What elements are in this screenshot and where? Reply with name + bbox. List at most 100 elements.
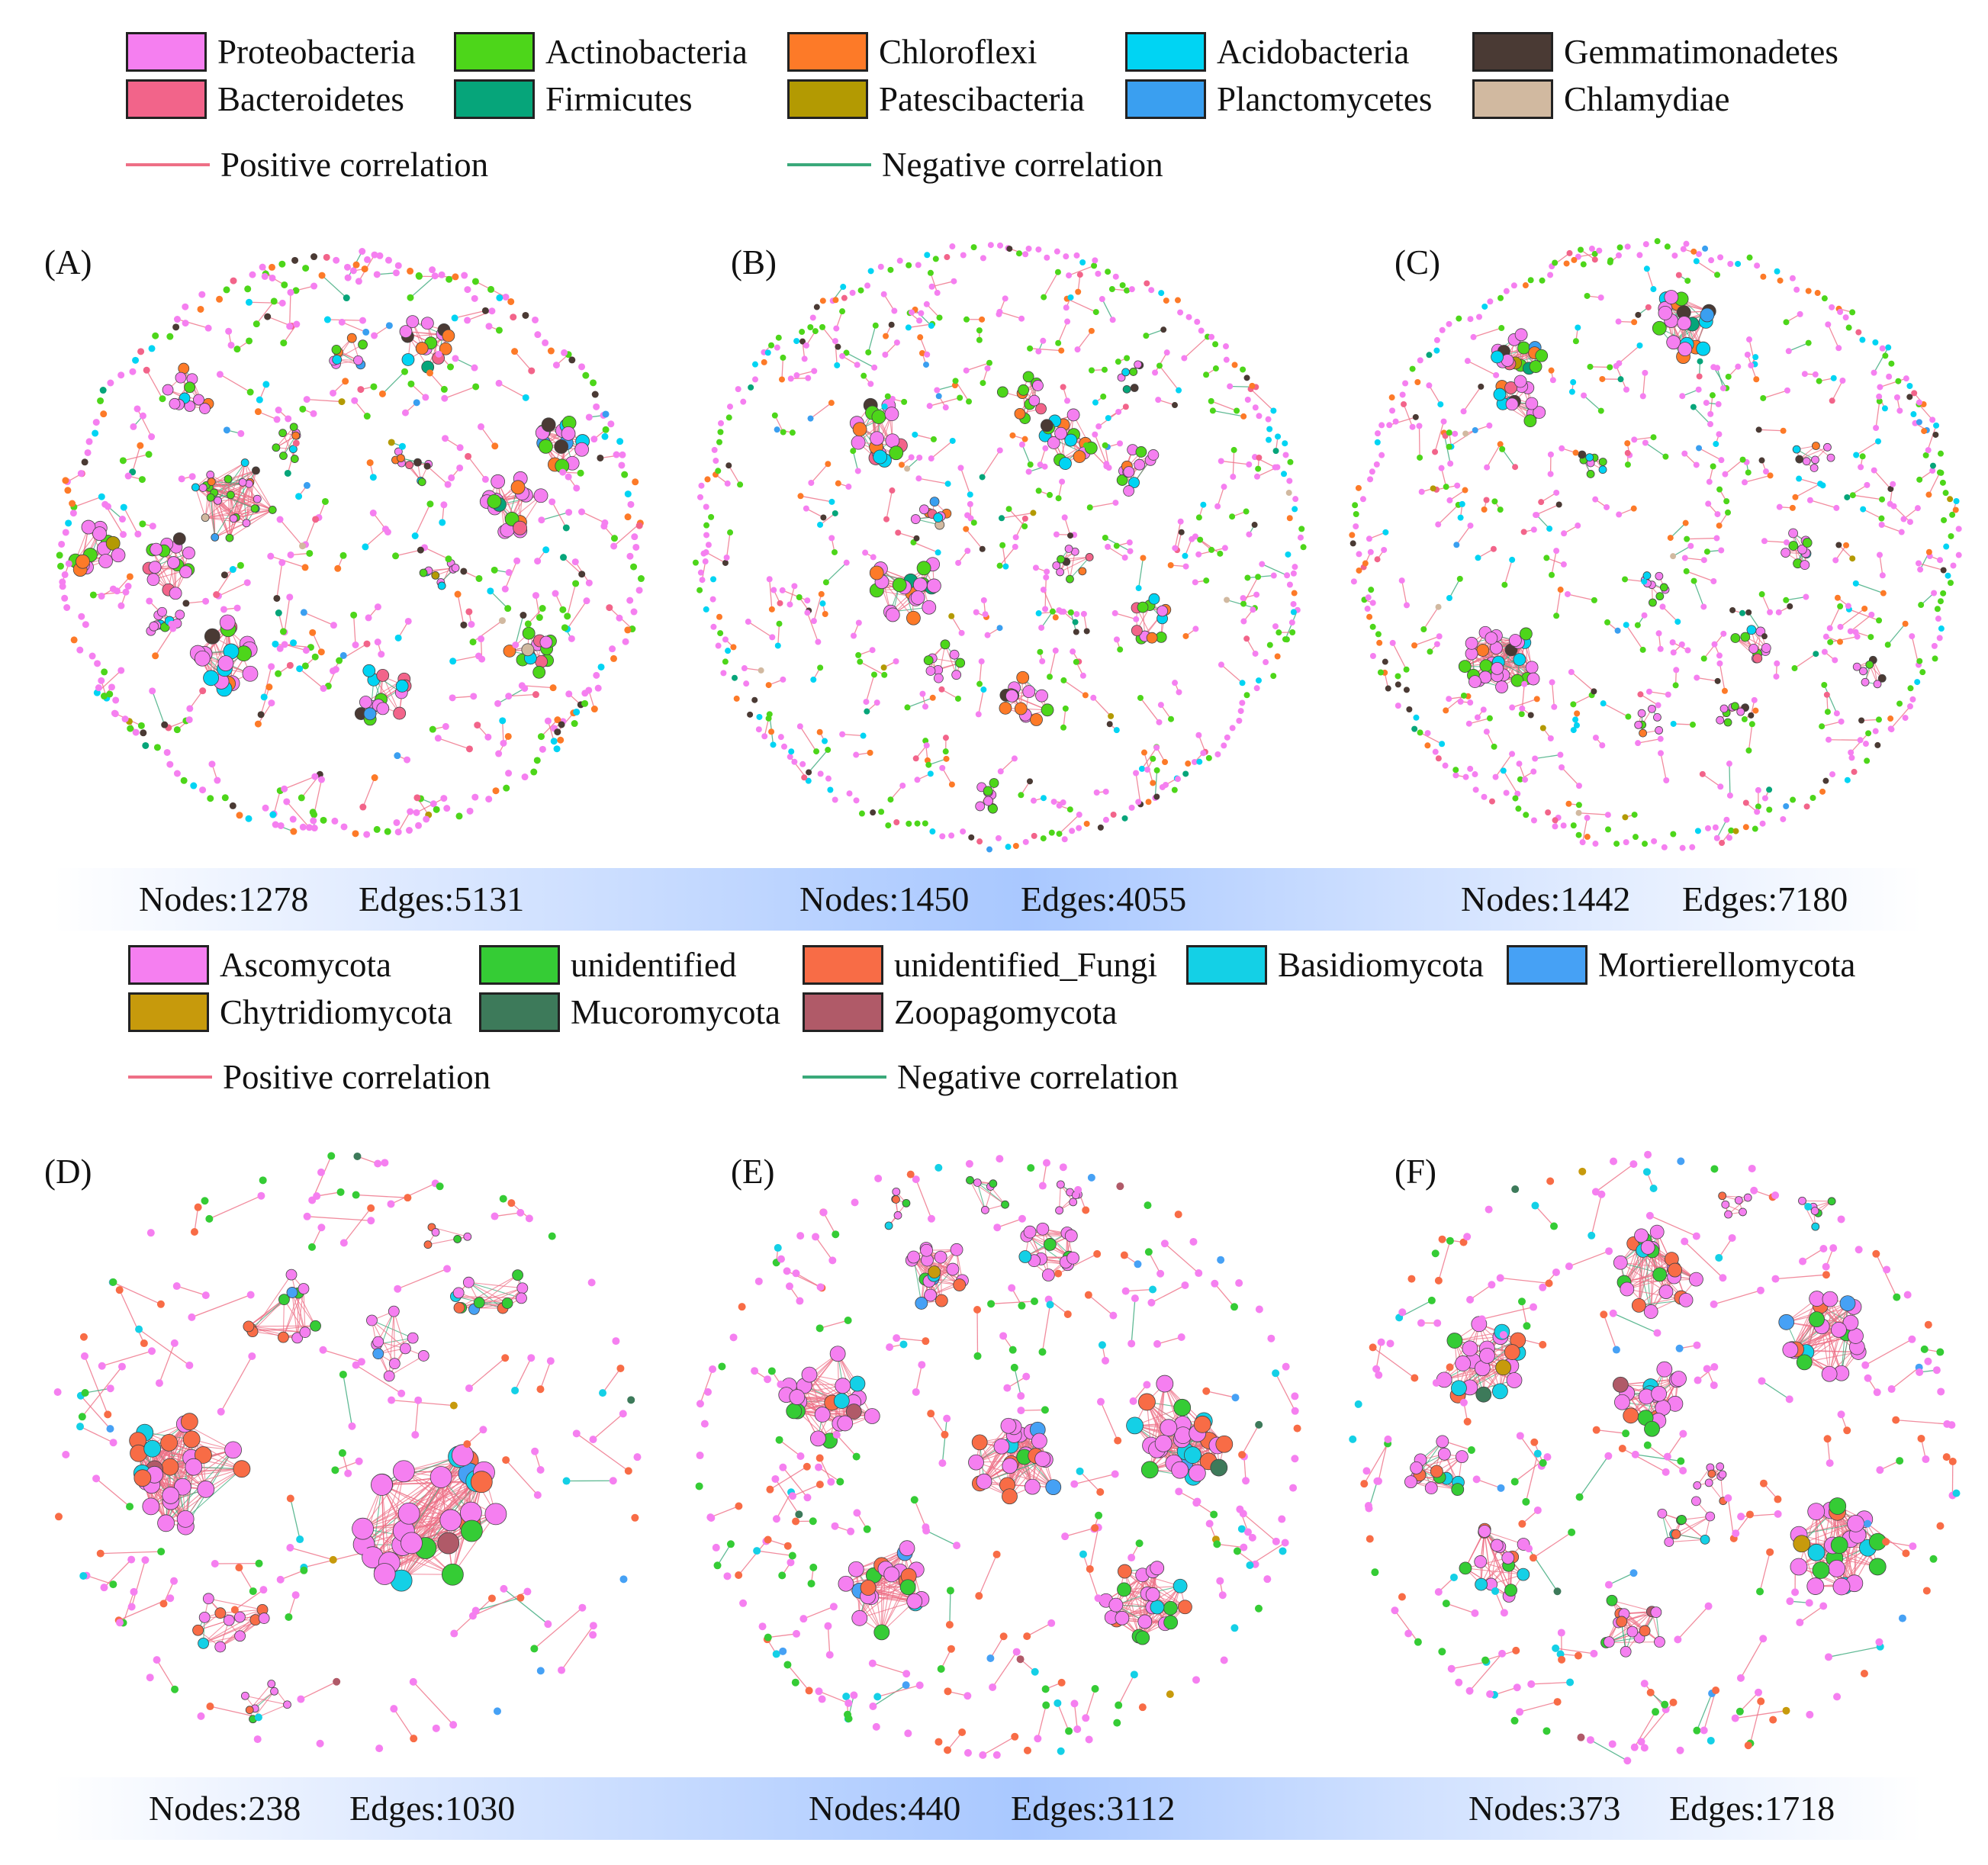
network-node — [537, 733, 545, 741]
network-node — [1145, 799, 1152, 805]
network-node — [1128, 286, 1135, 293]
network-node — [478, 635, 485, 643]
network-node — [832, 338, 838, 345]
network-node — [1714, 272, 1721, 278]
network-node — [854, 468, 861, 474]
network-node — [816, 728, 823, 735]
network-node — [716, 439, 722, 445]
network-node — [1352, 502, 1359, 509]
network-node — [1822, 777, 1829, 784]
correlation-edge — [1830, 635, 1858, 643]
network-node — [1290, 609, 1297, 616]
network-node — [912, 577, 928, 593]
network-node — [1252, 650, 1259, 657]
network-node — [374, 638, 381, 646]
correlation-edge — [806, 508, 824, 519]
network-node — [1675, 272, 1682, 278]
network-node — [967, 491, 973, 498]
network-node — [1144, 766, 1151, 773]
correlation-edge — [411, 1455, 463, 1544]
network-node — [451, 564, 460, 572]
network-node — [1101, 366, 1108, 373]
legend-label: unidentified — [571, 945, 737, 984]
network-node — [1389, 639, 1396, 646]
correlation-edge — [1918, 562, 1944, 571]
network-node — [1290, 600, 1297, 607]
network-node — [1194, 318, 1201, 325]
network-node — [1035, 487, 1042, 494]
correlation-edge — [1154, 770, 1158, 799]
network-node — [318, 272, 326, 279]
correlation-edge — [1581, 818, 1588, 843]
network-node — [76, 646, 84, 654]
correlation-edge — [210, 474, 231, 496]
correlation-edge — [104, 1559, 132, 1588]
network-node — [538, 516, 545, 524]
network-node — [1435, 521, 1442, 528]
network-node — [828, 535, 835, 542]
network-node — [812, 328, 819, 335]
network-node — [828, 400, 835, 407]
network-node — [1240, 618, 1247, 625]
correlation-edge — [1716, 819, 1727, 839]
network-node — [864, 282, 871, 289]
network-node — [1871, 467, 1877, 474]
correlation-edge — [137, 408, 153, 437]
network-node — [616, 614, 623, 622]
network-node — [1837, 603, 1844, 609]
network-node — [1015, 250, 1022, 257]
network-node — [1044, 254, 1050, 261]
network-node — [510, 480, 526, 495]
network-node — [1255, 465, 1262, 472]
network-node — [1481, 506, 1488, 513]
network-node — [1435, 603, 1442, 610]
network-node — [1095, 423, 1102, 430]
network-node — [996, 308, 1003, 315]
correlation-edge — [908, 323, 933, 329]
network-node — [1436, 633, 1443, 640]
network-node — [120, 531, 127, 539]
network-node — [832, 548, 838, 555]
network-node — [1664, 290, 1679, 304]
network-node — [157, 1514, 175, 1532]
network-node — [1636, 252, 1643, 259]
correlation-edge — [1137, 558, 1144, 589]
network-node — [1653, 713, 1661, 722]
network-node — [342, 378, 349, 385]
network-node — [440, 385, 448, 393]
network-node — [880, 664, 887, 671]
correlation-edge — [343, 1207, 372, 1243]
network-node — [286, 593, 294, 601]
correlation-edge — [185, 1468, 243, 1519]
correlation-edge — [1809, 500, 1837, 509]
correlation-edge — [1697, 677, 1718, 682]
network-node — [1758, 591, 1765, 598]
negative-line-swatch — [803, 1076, 886, 1079]
network-node — [1504, 381, 1518, 394]
network-node — [720, 670, 727, 677]
network-node — [1432, 449, 1439, 455]
network-node — [152, 332, 159, 339]
network-node — [916, 317, 923, 324]
network-node — [1848, 754, 1855, 761]
network-node — [1452, 430, 1459, 437]
network-node — [610, 542, 618, 550]
network-node — [1414, 378, 1421, 385]
network-node — [69, 500, 76, 507]
network-node — [1497, 441, 1504, 448]
network-node — [1726, 792, 1733, 799]
network-node — [624, 490, 632, 498]
network-node — [1696, 341, 1711, 356]
network-node — [363, 831, 371, 838]
correlation-edge — [1043, 272, 1059, 297]
network-node — [1745, 609, 1752, 616]
network-node — [1092, 431, 1099, 438]
network-node — [883, 333, 889, 339]
network-node — [1182, 770, 1189, 777]
network-node — [259, 263, 266, 271]
network-node — [1723, 718, 1732, 727]
network-node — [346, 333, 357, 343]
network-node — [317, 648, 325, 656]
network-node — [1035, 348, 1042, 355]
network-node — [146, 597, 153, 605]
